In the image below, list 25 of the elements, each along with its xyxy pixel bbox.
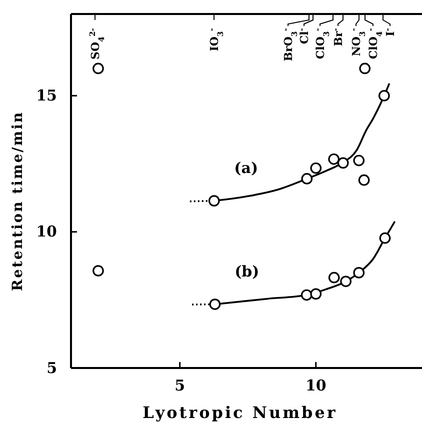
point [92, 265, 104, 276]
point [328, 272, 340, 284]
series-label: (b) [234, 262, 260, 280]
point [358, 174, 370, 186]
point [92, 62, 104, 74]
point [379, 232, 391, 244]
point [337, 157, 349, 169]
point [208, 195, 220, 206]
y-tick-label: 10 [36, 222, 57, 241]
y-tick-label: 5 [46, 358, 57, 377]
point [340, 276, 352, 288]
point [353, 154, 365, 166]
x-axis-title: Lyotropic Number [142, 403, 338, 422]
series-label: (a) [234, 158, 258, 177]
point [310, 162, 322, 174]
point [310, 288, 322, 300]
point [353, 267, 365, 278]
point [378, 90, 390, 102]
point [301, 173, 313, 184]
y-axis-title: Retention time/min [10, 110, 26, 292]
point [359, 62, 371, 74]
y-tick-label: 15 [36, 86, 57, 104]
point [328, 153, 340, 165]
point [209, 298, 221, 310]
point [300, 289, 312, 301]
